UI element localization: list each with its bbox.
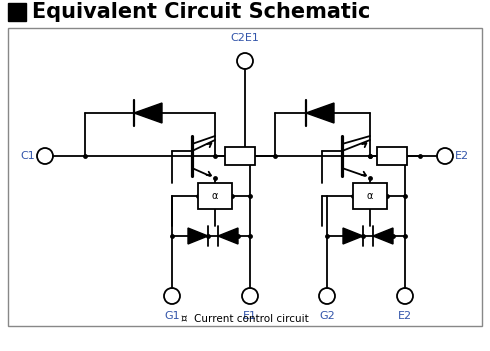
Text: ¤  Current control circuit: ¤ Current control circuit [181, 314, 309, 324]
Text: α: α [212, 191, 218, 201]
Text: E2: E2 [398, 311, 412, 321]
Polygon shape [306, 103, 334, 123]
Bar [198, 183, 232, 209]
Text: E1: E1 [243, 311, 257, 321]
Text: G2: G2 [319, 311, 335, 321]
Text: C2E1: C2E1 [231, 33, 259, 43]
Text: α: α [367, 191, 373, 201]
Polygon shape [343, 228, 363, 244]
Text: G1: G1 [164, 311, 180, 321]
Bar [8, 3, 26, 21]
Bar [8, 28, 482, 326]
Bar [225, 147, 255, 165]
Polygon shape [218, 228, 238, 244]
Text: E2: E2 [455, 151, 469, 161]
Bar [353, 183, 387, 209]
Polygon shape [188, 228, 208, 244]
Text: Equivalent Circuit Schematic: Equivalent Circuit Schematic [32, 2, 370, 22]
Text: C1: C1 [21, 151, 35, 161]
Bar [377, 147, 407, 165]
Polygon shape [134, 103, 162, 123]
Polygon shape [373, 228, 393, 244]
